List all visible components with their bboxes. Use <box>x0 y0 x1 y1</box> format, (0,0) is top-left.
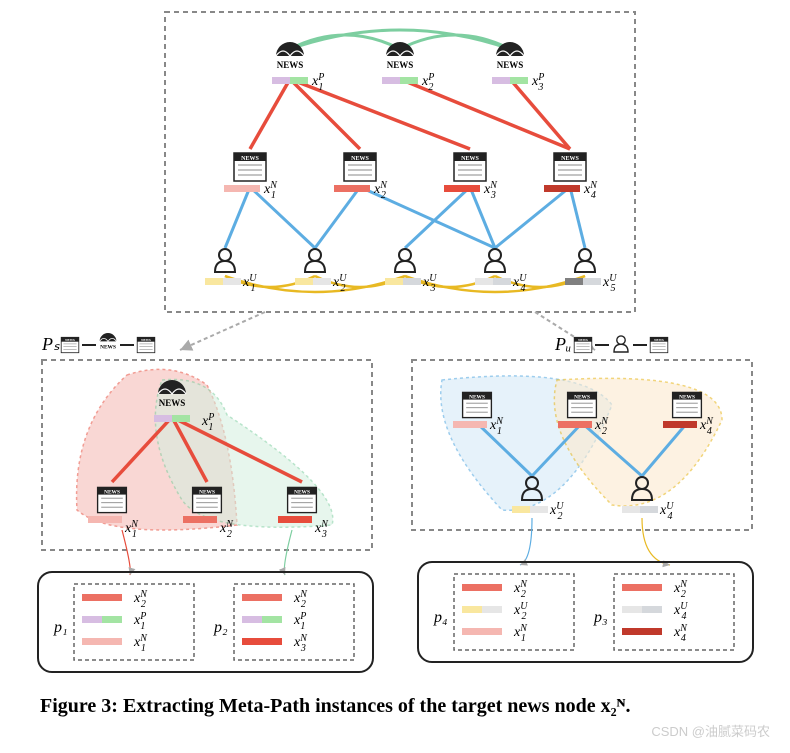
svg-text:xN1: xN1 <box>124 519 139 540</box>
svg-text:xN2: xN2 <box>293 589 308 610</box>
svg-text:NEWS: NEWS <box>387 60 414 70</box>
svg-text:xN2: xN2 <box>219 519 234 540</box>
svg-text:NEWS: NEWS <box>294 490 310 496</box>
watermark: CSDN @油腻菜码农 <box>651 721 770 740</box>
svg-text:xP1: xP1 <box>133 611 146 632</box>
svg-text:xU3: xU3 <box>422 273 437 294</box>
svg-text:NEWS: NEWS <box>199 490 215 496</box>
svg-text:p₃: p₃ <box>593 609 608 626</box>
svg-text:p₂: p₂ <box>213 619 228 636</box>
svg-text:p₄: p₄ <box>433 609 448 626</box>
svg-text:xU4: xU4 <box>659 501 674 522</box>
svg-text:xN3: xN3 <box>314 519 329 540</box>
svg-text:NEWS: NEWS <box>679 395 695 401</box>
svg-text:xN2: xN2 <box>673 579 688 600</box>
svg-text:NEWS: NEWS <box>578 338 588 342</box>
figure-caption: Figure 3: Extracting Meta-Path instances… <box>40 695 750 718</box>
svg-text:xU4: xU4 <box>673 601 688 622</box>
svg-text:xU2: xU2 <box>549 501 564 522</box>
svg-text:NEWS: NEWS <box>100 345 116 351</box>
svg-text:xP1: xP1 <box>293 611 306 632</box>
svg-text:NEWS: NEWS <box>277 60 304 70</box>
svg-text:NEWS: NEWS <box>159 398 186 408</box>
svg-text:xN2: xN2 <box>513 579 528 600</box>
svg-text:xN4: xN4 <box>583 180 598 201</box>
svg-text:xN3: xN3 <box>293 633 308 654</box>
svg-text:NEWS: NEWS <box>65 338 75 342</box>
svg-text:NEWS: NEWS <box>561 156 579 162</box>
svg-text:Pᵤ: Pᵤ <box>554 334 571 354</box>
svg-text:xN4: xN4 <box>673 623 688 644</box>
svg-text:NEWS: NEWS <box>461 156 479 162</box>
svg-text:NEWS: NEWS <box>241 156 259 162</box>
svg-text:p₁: p₁ <box>53 619 68 636</box>
svg-text:xP3: xP3 <box>531 72 544 93</box>
svg-text:xU1: xU1 <box>242 273 257 294</box>
svg-text:NEWS: NEWS <box>351 156 369 162</box>
svg-text:NEWS: NEWS <box>497 60 524 70</box>
svg-text:NEWS: NEWS <box>469 395 485 401</box>
svg-text:NEWS: NEWS <box>141 338 151 342</box>
figure-canvas: NEWSxP1NEWSxP2NEWSxP3NEWSxN1NEWSxN2NEWSx… <box>0 0 790 748</box>
svg-text:Pₛ: Pₛ <box>41 334 60 354</box>
svg-text:NEWS: NEWS <box>104 490 120 496</box>
svg-text:xN1: xN1 <box>263 180 278 201</box>
svg-text:xN1: xN1 <box>513 623 528 644</box>
svg-text:NEWS: NEWS <box>574 395 590 401</box>
svg-text:xU5: xU5 <box>602 273 617 294</box>
svg-text:xU2: xU2 <box>513 601 528 622</box>
svg-text:xN2: xN2 <box>133 589 148 610</box>
svg-text:xN3: xN3 <box>483 180 498 201</box>
svg-text:NEWS: NEWS <box>654 338 664 342</box>
svg-text:xP1: xP1 <box>311 72 324 93</box>
svg-text:xN1: xN1 <box>133 633 148 654</box>
